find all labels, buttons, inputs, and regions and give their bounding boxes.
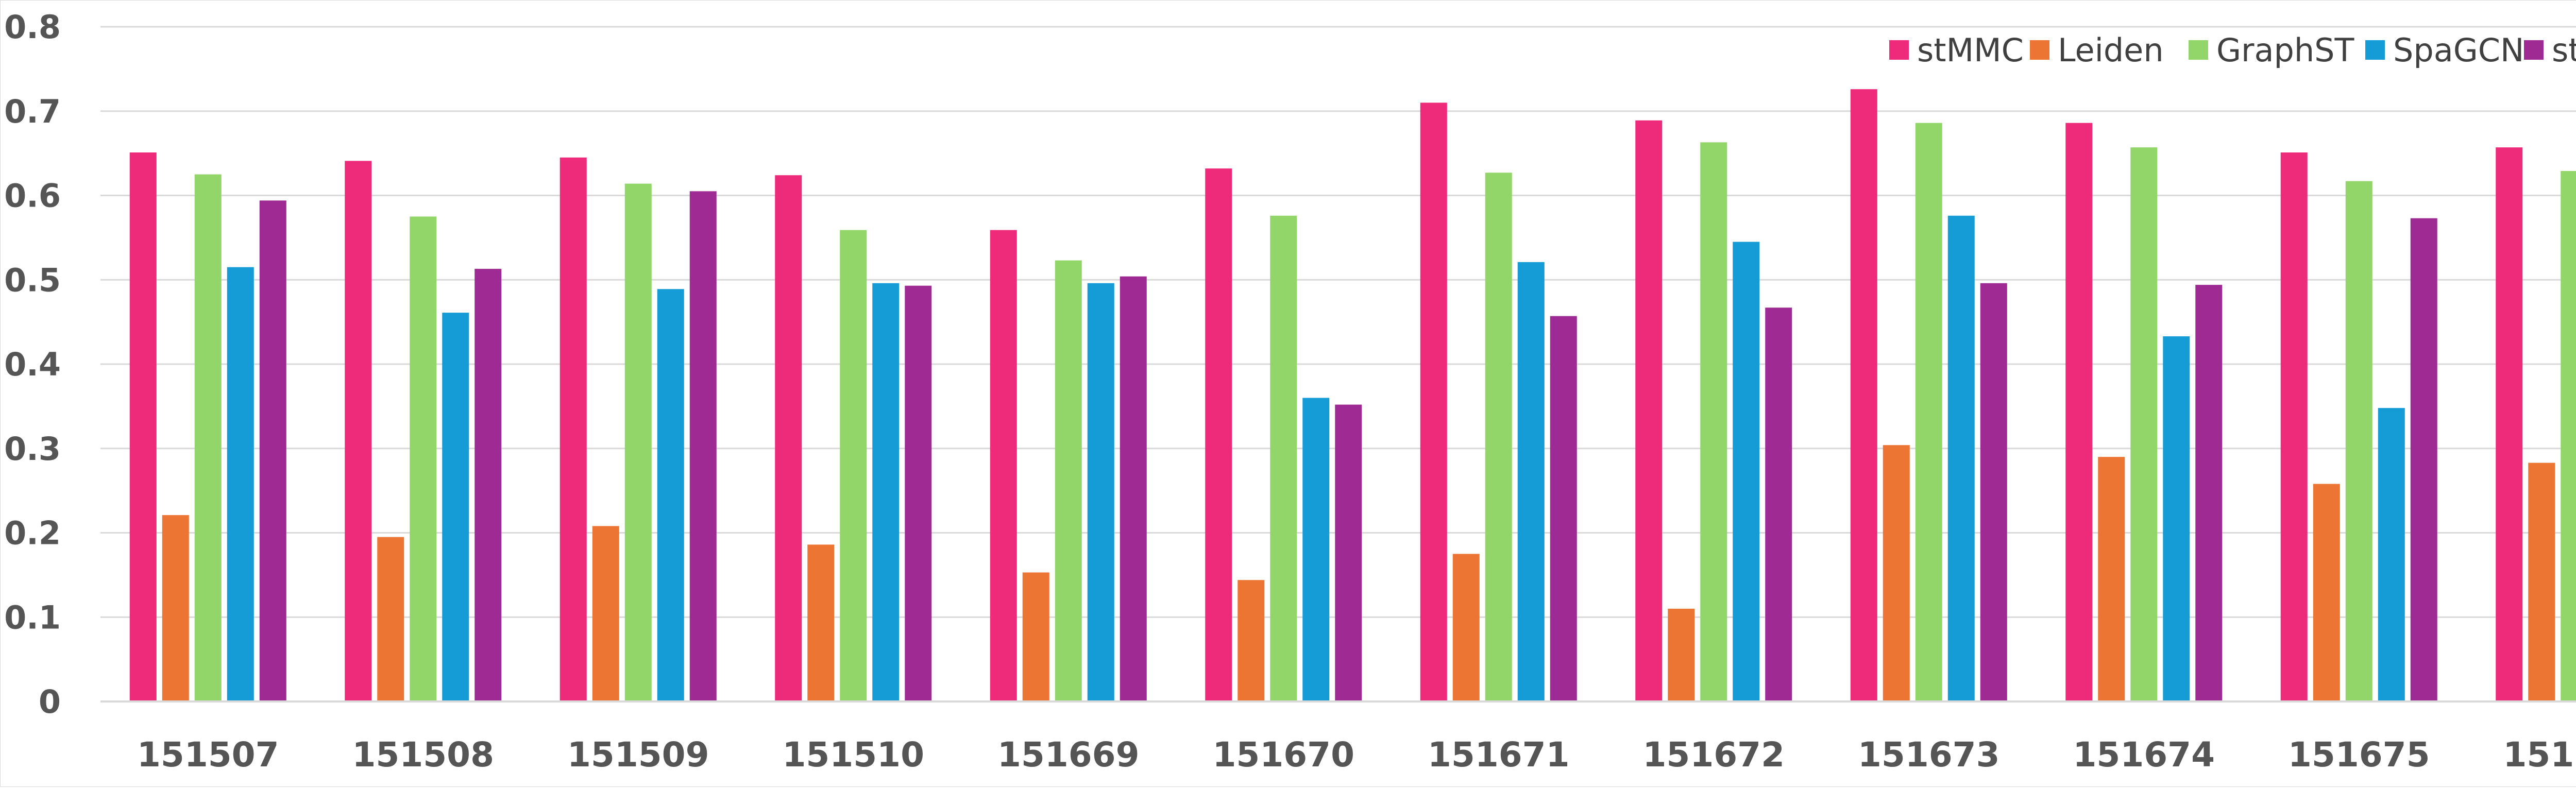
bar-stmmc-151509 — [560, 157, 587, 701]
x-tick-label: 151675 — [2288, 735, 2430, 775]
bar-graphst-151674 — [2130, 147, 2158, 702]
y-tick-label: 0.4 — [4, 346, 61, 383]
x-axis-ticks: 151507 151508 151509 151510 151669 151670 1516… — [137, 735, 2576, 775]
bar-leiden-151675 — [2313, 484, 2340, 701]
bar-leiden-151676 — [2528, 462, 2555, 701]
legend-swatch-leiden — [2030, 40, 2049, 60]
bar-spagcn-151670 — [1302, 398, 1330, 701]
x-tick-label: 151676 — [2503, 735, 2576, 775]
legend-label-leiden: Leiden — [2058, 31, 2164, 69]
bar-spagcn-151672 — [1733, 242, 1760, 701]
bar-leiden-151672 — [1668, 608, 1695, 701]
bar-stlearn-151673 — [1980, 283, 2007, 701]
bar-stmmc-151674 — [2065, 123, 2093, 701]
y-tick-label: 0.7 — [4, 93, 61, 130]
x-tick-label: 151509 — [567, 735, 709, 775]
y-tick-label: 0.3 — [4, 430, 61, 468]
bar-spagcn-151509 — [657, 289, 684, 701]
bar-stlearn-151672 — [1765, 307, 1792, 701]
bar-stmmc-151673 — [1850, 89, 1877, 701]
bar-graphst-151672 — [1700, 142, 1727, 701]
bar-stmmc-151670 — [1205, 168, 1232, 702]
x-tick-label: 151669 — [997, 735, 1140, 775]
bar-graphst-151671 — [1485, 173, 1512, 702]
legend-label-spagcn: SpaGCN — [2393, 31, 2524, 69]
x-tick-label: 151672 — [1642, 735, 1785, 775]
y-tick-label: 0.6 — [4, 177, 61, 215]
legend-swatch-stlearn — [2524, 40, 2544, 60]
legend-label-stmmc: stMMC — [1917, 31, 2024, 69]
bar-stlearn-151669 — [1120, 276, 1147, 701]
x-tick-label: 151510 — [782, 735, 924, 775]
bar-leiden-151507 — [162, 515, 189, 701]
bar-graphst-151669 — [1055, 260, 1082, 701]
x-tick-label: 151671 — [1428, 735, 1570, 775]
bar-spagcn-151671 — [1517, 262, 1545, 701]
bar-stmmc-151672 — [1635, 120, 1663, 702]
bar-graphst-151673 — [1915, 123, 1942, 701]
legend-swatch-spagcn — [2365, 40, 2385, 60]
x-tick-label: 151673 — [1858, 735, 2000, 775]
bar-leiden-151673 — [1883, 445, 1910, 701]
y-tick-label: 0.1 — [4, 598, 61, 636]
bar-graphst-151507 — [194, 174, 222, 701]
bar-stmmc-151676 — [2496, 147, 2523, 702]
bar-stlearn-151509 — [689, 191, 717, 701]
bar-leiden-151669 — [1022, 572, 1049, 701]
bar-graphst-151676 — [2561, 171, 2576, 702]
bar-stlearn-151510 — [905, 285, 932, 701]
bar-spagcn-151510 — [872, 283, 900, 701]
bar-spagcn-151673 — [1947, 215, 1975, 701]
bar-spagcn-151675 — [2378, 408, 2405, 701]
y-tick-label: 0.8 — [4, 8, 61, 46]
bar-stlearn-151507 — [259, 200, 286, 701]
bar-stmmc-151671 — [1420, 102, 1447, 701]
bar-graphst-151509 — [624, 183, 652, 701]
bar-leiden-151508 — [377, 537, 404, 701]
y-tick-label: 0.5 — [4, 261, 61, 299]
bar-leiden-151510 — [807, 544, 835, 701]
bar-stlearn-151671 — [1550, 316, 1577, 701]
bar-stmmc-151507 — [129, 152, 157, 701]
bars — [129, 89, 2576, 702]
bar-stmmc-151669 — [990, 230, 1017, 701]
bar-graphst-151510 — [840, 230, 867, 701]
bar-spagcn-151669 — [1087, 283, 1114, 701]
legend: stLearn SpaGCN GraphST Leiden stMMC — [1889, 31, 2576, 69]
bar-spagcn-151507 — [227, 267, 254, 701]
x-tick-label: 151507 — [137, 735, 279, 775]
bar-spagcn-151508 — [442, 313, 469, 701]
y-tick-label: 0 — [39, 683, 61, 721]
x-tick-label: 151508 — [352, 735, 494, 775]
bar-stmmc-151508 — [345, 161, 372, 701]
x-tick-label: 151674 — [2073, 735, 2215, 775]
bar-stlearn-151670 — [1335, 404, 1362, 701]
bar-graphst-151675 — [2345, 181, 2372, 702]
bar-stmmc-151510 — [775, 175, 802, 701]
gridlines — [100, 26, 2576, 618]
x-tick-label: 151670 — [1212, 735, 1354, 775]
bar-stlearn-151508 — [474, 268, 502, 701]
bar-stlearn-151675 — [2410, 218, 2437, 701]
legend-swatch-stmmc — [1889, 40, 1909, 60]
bar-leiden-151674 — [2098, 457, 2125, 701]
bar-graphst-151508 — [410, 216, 437, 701]
bar-leiden-151670 — [1238, 580, 1265, 701]
y-tick-label: 0.2 — [4, 515, 61, 552]
legend-swatch-graphst — [2189, 40, 2208, 60]
bar-stmmc-151675 — [2280, 152, 2308, 701]
legend-label-stlearn: stLearn — [2552, 31, 2576, 69]
bar-leiden-151509 — [592, 526, 619, 701]
bar-spagcn-151674 — [2163, 336, 2190, 701]
bar-stlearn-151674 — [2195, 285, 2223, 701]
bar-graphst-151670 — [1270, 215, 1297, 701]
legend-label-graphst: GraphST — [2216, 31, 2355, 69]
y-axis-ticks: 0 0.1 0.2 0.3 0.4 0.5 0.6 0.7 0.8 — [4, 8, 61, 721]
bar-leiden-151671 — [1452, 554, 1480, 701]
